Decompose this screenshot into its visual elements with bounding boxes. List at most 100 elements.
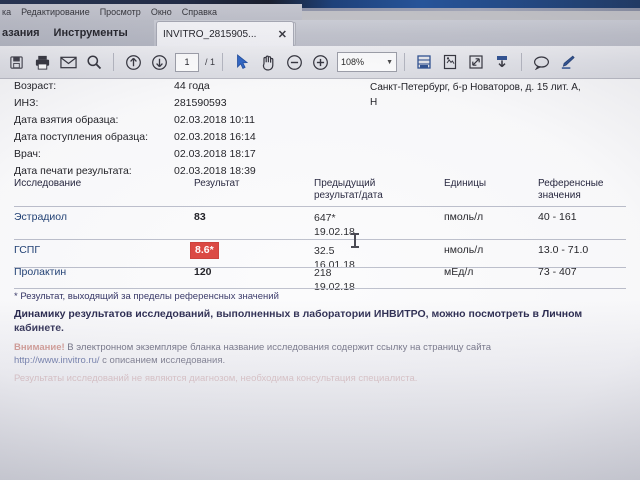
attention-text: В электронном экземпляре бланка название… [64, 342, 492, 353]
info-row: Возраст: 44 года [14, 80, 364, 97]
page-thumbnail-icon[interactable] [438, 50, 462, 74]
table-row: Пролактин 120 218 19.02.18 мЕд/л 73 - 40… [14, 266, 626, 295]
header-result: Результат [194, 178, 240, 189]
page-total-label: / 1 [205, 57, 216, 67]
highlight-pen-icon[interactable] [555, 50, 579, 74]
print-icon[interactable] [30, 50, 54, 74]
header-previous-line2: результат/дата [314, 190, 383, 201]
download-icon[interactable] [490, 50, 514, 74]
table-rule-top [14, 206, 626, 207]
tool-menu-bar: азания Инструменты [0, 20, 154, 46]
table-row: ГСПГ 8.6* 32.5 16.01.18 нмоль/л 13.0 - 7… [14, 242, 626, 273]
row-reference: 13.0 - 71.0 [538, 244, 589, 256]
row-study-name[interactable]: ГСПГ [14, 244, 41, 256]
attention-note: Внимание! В электронном экземпляре бланк… [14, 341, 628, 367]
toolbar-separator-4 [521, 53, 523, 71]
header-previous: Предыдущий результат/дата [314, 178, 434, 202]
info-row: Дата поступления образца: 02.03.2018 16:… [14, 131, 364, 148]
info-row: Дата печати результата: 02.03.2018 18:39 [14, 165, 364, 182]
tab-tools[interactable]: Инструменты [53, 27, 128, 39]
row-units: нмоль/л [444, 244, 484, 256]
info-row: Дата взятия образца: 02.03.2018 10:11 [14, 114, 364, 131]
info-value: 02.03.2018 16:14 [174, 131, 256, 143]
table-row: Эстрадиол 83 647* 19.02.18 пмоль/л 40 - … [14, 211, 626, 240]
row-reference: 40 - 161 [538, 211, 577, 223]
lab-address: Санкт-Петербург, б-р Новаторов, д. 15 ли… [370, 80, 638, 110]
comment-bubble-icon[interactable] [529, 50, 553, 74]
invitro-url-link[interactable]: http://www.invitro.ru/ [14, 355, 100, 366]
zoom-out-icon[interactable] [282, 50, 306, 74]
info-value: 02.03.2018 10:11 [174, 114, 255, 126]
menu-bar: ка Редактирование Просмотр Окно Справка [0, 4, 302, 20]
info-label: Дата печати результата: [14, 165, 132, 177]
zoom-in-icon[interactable] [308, 50, 332, 74]
background-window-titlebar [0, 0, 640, 8]
page-number-input[interactable]: 1 [175, 52, 199, 72]
header-reference-line1: Референсные [538, 178, 604, 189]
info-value: 281590593 [174, 97, 227, 109]
dynamics-note: Динамику результатов исследований, выпол… [14, 308, 583, 334]
row-study-name[interactable]: Эстрадиол [14, 211, 68, 223]
row-previous-date: 16.01.18 [314, 259, 355, 271]
pdf-toolbar: 1 / 1 108% ▼ [0, 46, 640, 79]
header-reference-line2: значения [538, 190, 581, 201]
info-row: Врач: 02.03.2018 18:17 [14, 148, 364, 165]
text-cursor-ibeam [351, 233, 359, 248]
info-value: 02.03.2018 18:39 [174, 165, 256, 177]
table-rule-2 [14, 267, 626, 268]
table-rule-3 [14, 288, 626, 289]
row-previous-value: 647* [314, 212, 336, 224]
cursor-arrow-icon[interactable] [230, 50, 254, 74]
address-line-1: Санкт-Петербург, б-р Новаторов, д. 15 ли… [370, 82, 581, 93]
pdf-page: Возраст: 44 года ИНЗ: 281590593 Дата взя… [0, 78, 640, 480]
row-previous: 32.5 16.01.18 [314, 244, 355, 272]
attention-prefix: Внимание! [14, 342, 65, 353]
info-label: Врач: [14, 148, 41, 160]
row-previous-value: 218 [314, 267, 332, 279]
hand-icon[interactable] [256, 50, 280, 74]
close-icon[interactable]: ✕ [277, 29, 287, 41]
toolbar-separator-2 [222, 53, 224, 71]
search-icon[interactable] [82, 50, 106, 74]
row-previous-date: 19.02.18 [314, 226, 355, 238]
info-value: 44 года [174, 80, 210, 92]
row-units: мЕд/л [444, 266, 474, 278]
row-result-selected[interactable]: 8.6* [190, 242, 219, 259]
document-tab-label: INVITRO_2815905... [163, 29, 257, 40]
patient-info-block: Возраст: 44 года ИНЗ: 281590593 Дата взя… [14, 80, 364, 182]
menu-item-window[interactable]: Окно [150, 7, 172, 17]
menu-item-partial[interactable]: ка [2, 7, 12, 17]
menu-item-help[interactable]: Справка [181, 7, 218, 17]
header-previous-line1: Предыдущий [314, 178, 376, 189]
arrow-up-circle-icon[interactable] [121, 50, 145, 74]
fit-page-icon[interactable] [412, 50, 436, 74]
table-rule-1 [14, 239, 626, 240]
address-line-2: Н [370, 97, 378, 108]
header-units: Единицы [444, 178, 487, 189]
row-study-name[interactable]: Пролактин [14, 266, 67, 278]
info-label: Дата взятия образца: [14, 114, 119, 126]
header-reference: Референсные значения [538, 178, 638, 202]
row-previous: 647* 19.02.18 [314, 211, 355, 239]
chevron-down-icon[interactable]: ▼ [386, 58, 394, 66]
menu-item-view[interactable]: Просмотр [99, 7, 141, 17]
fit-width-icon[interactable] [464, 50, 488, 74]
document-tab[interactable]: INVITRO_2815905... ✕ [156, 21, 294, 47]
out-of-range-footnote: * Результат, выходящий за пределы рефере… [14, 291, 279, 302]
header-study: Исследование [14, 178, 82, 189]
toolbar-separator-3 [404, 53, 406, 71]
zoom-level-select[interactable]: 108% ▼ [337, 52, 398, 72]
arrow-down-circle-icon[interactable] [147, 50, 171, 74]
email-icon[interactable] [56, 50, 80, 74]
info-label: ИНЗ: [14, 97, 39, 109]
zoom-level-value: 108% [341, 57, 365, 67]
row-result: 120 [194, 266, 212, 278]
info-label: Возраст: [14, 80, 57, 92]
tab-instructions[interactable]: азания [2, 27, 40, 39]
menu-item-edit[interactable]: Редактирование [21, 7, 90, 17]
attention-suffix: с описанием исследования. [99, 355, 226, 366]
row-reference: 73 - 407 [538, 266, 577, 278]
background-window-edge [0, 8, 640, 11]
row-previous-value: 32.5 [314, 245, 335, 257]
save-icon[interactable] [4, 50, 28, 74]
